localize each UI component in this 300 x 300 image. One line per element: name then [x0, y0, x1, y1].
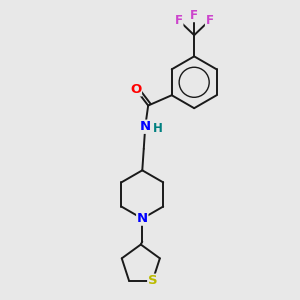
Text: F: F [206, 14, 214, 27]
Text: F: F [175, 14, 183, 27]
Text: O: O [130, 83, 141, 96]
Text: F: F [190, 9, 198, 22]
Text: N: N [137, 212, 148, 225]
Text: H: H [153, 122, 163, 135]
Text: S: S [148, 274, 158, 287]
Text: N: N [140, 120, 151, 133]
